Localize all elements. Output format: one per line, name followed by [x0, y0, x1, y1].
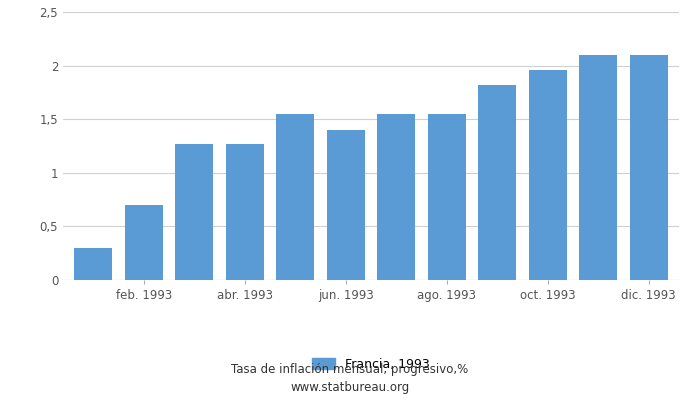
Bar — [74, 248, 112, 280]
Text: Tasa de inflación mensual, progresivo,%: Tasa de inflación mensual, progresivo,% — [232, 364, 468, 376]
Legend: Francia, 1993: Francia, 1993 — [307, 352, 435, 376]
Bar — [428, 114, 466, 280]
Bar — [528, 70, 567, 280]
Bar — [276, 114, 314, 280]
Text: www.statbureau.org: www.statbureau.org — [290, 381, 410, 394]
Bar — [226, 144, 264, 280]
Bar — [377, 114, 415, 280]
Bar — [580, 55, 617, 280]
Bar — [125, 205, 162, 280]
Bar — [630, 55, 668, 280]
Bar — [478, 85, 516, 280]
Bar — [327, 130, 365, 280]
Bar — [175, 144, 214, 280]
